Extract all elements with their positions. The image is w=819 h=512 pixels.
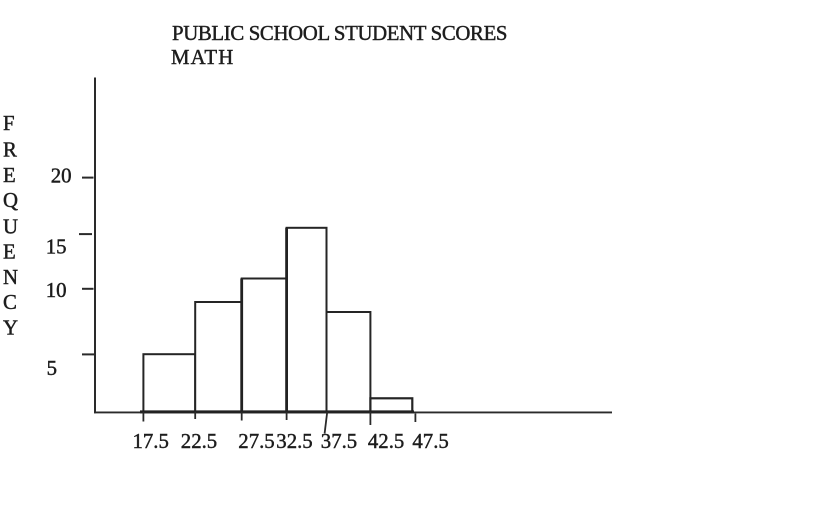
svg-text:PUBLIC SCHOOL STUDENT SCORES: PUBLIC SCHOOL STUDENT SCORES — [172, 22, 507, 45]
svg-text:R: R — [3, 138, 17, 161]
svg-text:27.5: 27.5 — [238, 430, 274, 453]
svg-text:32.5: 32.5 — [276, 430, 312, 453]
svg-text:37.5: 37.5 — [321, 430, 357, 453]
svg-text:F: F — [3, 112, 15, 135]
svg-text:MATH: MATH — [171, 46, 234, 69]
svg-text:5: 5 — [47, 357, 57, 380]
svg-text:Q: Q — [3, 189, 18, 212]
svg-text:C: C — [3, 291, 17, 314]
svg-text:15: 15 — [46, 236, 67, 259]
svg-text:10: 10 — [46, 279, 67, 302]
svg-text:U: U — [3, 215, 18, 238]
svg-text:17.5: 17.5 — [132, 430, 168, 453]
svg-text:22.5: 22.5 — [181, 430, 217, 453]
svg-text:42.5: 42.5 — [368, 430, 404, 453]
svg-text:20: 20 — [51, 165, 72, 188]
svg-text:Y: Y — [3, 316, 18, 339]
svg-text:47.5: 47.5 — [412, 430, 448, 453]
svg-text:E: E — [3, 164, 16, 187]
svg-text:E: E — [3, 241, 16, 264]
svg-text:N: N — [3, 266, 18, 289]
